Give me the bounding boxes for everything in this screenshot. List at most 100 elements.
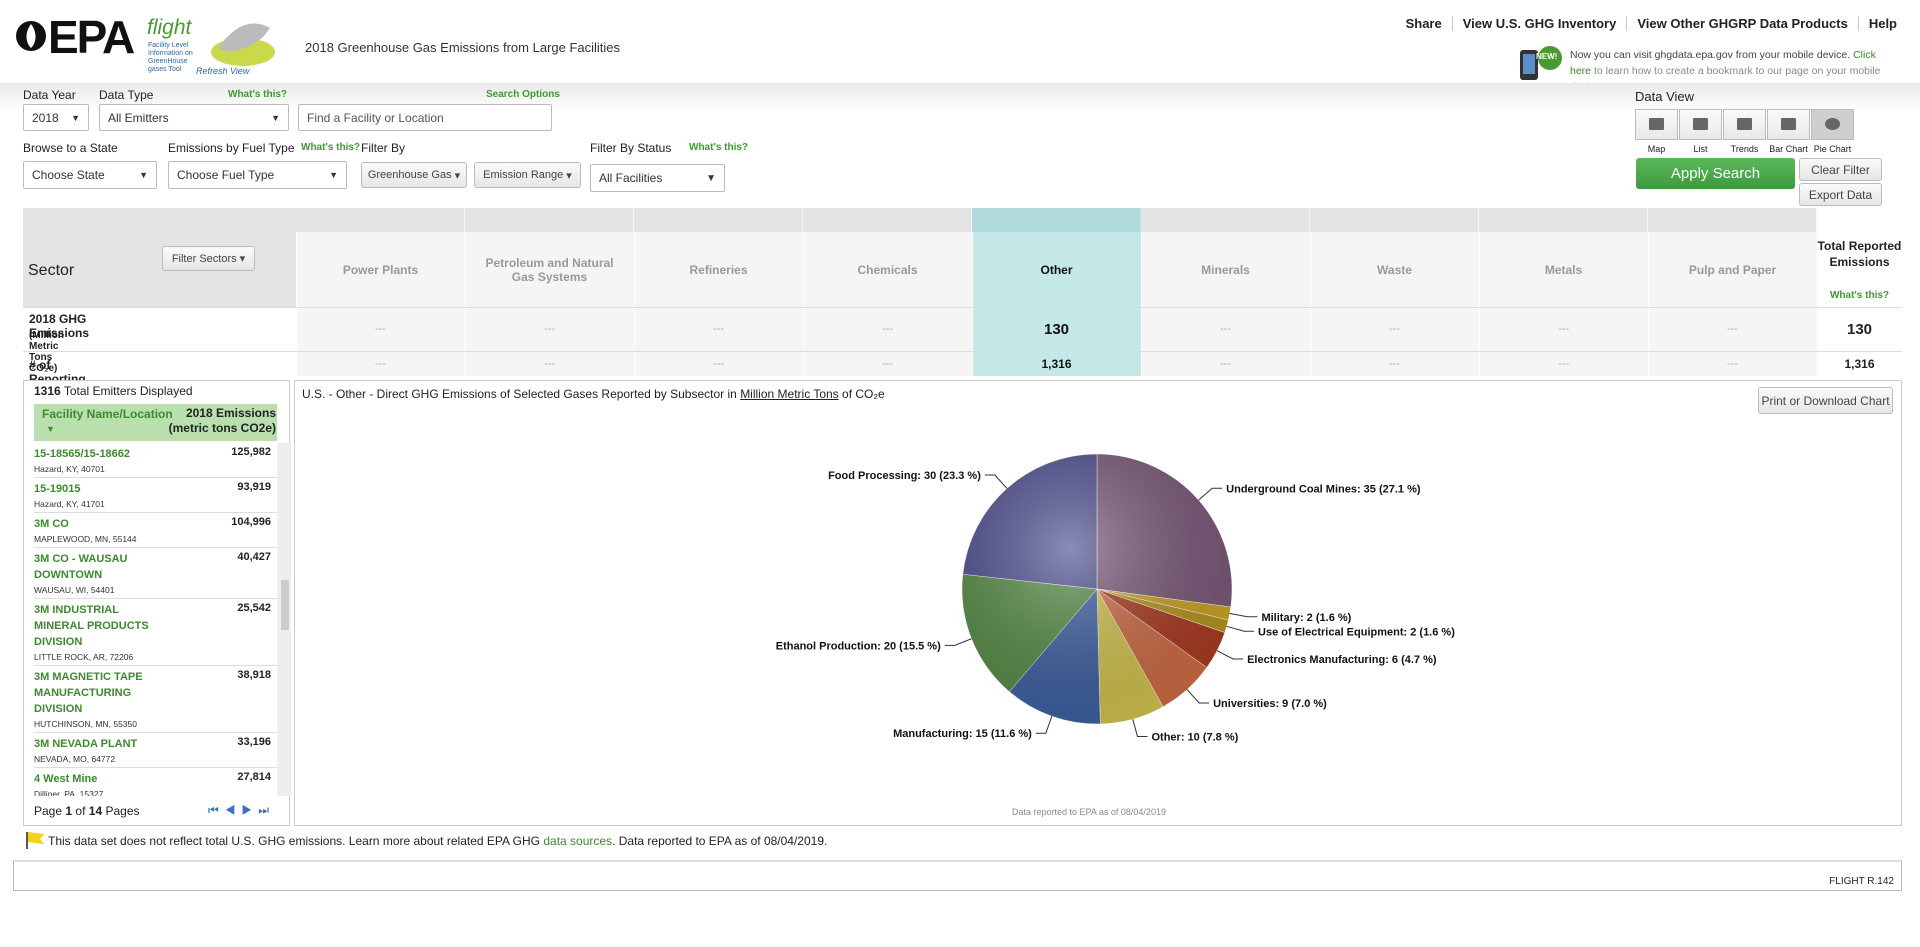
sector-name[interactable]: Metals [1544,262,1583,277]
slice-label: Military: 2 (1.6 %) [1261,612,1351,624]
export-button[interactable]: Export Data [1799,183,1882,206]
sector-name[interactable]: Petroleum and Natural Gas Systems [485,255,614,284]
header-unit: (metric tons CO2e) [168,421,276,435]
value: Choose Fuel Type [177,168,275,182]
facility-row[interactable]: 3M MAGNETIC TAPE MANUFACTURING DIVISION 3… [34,666,277,733]
facility-location: Hazard, KY, 40701 [34,464,105,474]
pager: Page 1 of 14 Pages [34,804,140,818]
top-link[interactable]: Help [1857,16,1907,31]
facility-row[interactable]: 4 West Mine 27,814 Dilliner, PA, 15327 [34,768,277,796]
sector-band [1310,208,1478,232]
facility-name[interactable]: 3M CO [34,518,69,530]
facility-name[interactable]: 3M NEVADA PLANT [34,738,138,750]
sector-name[interactable]: Power Plants [342,262,419,277]
footer-note: This data set does not reflect total U.S… [48,834,827,848]
flight-logo[interactable]: flight [147,16,192,39]
facility-panel [23,380,290,826]
sector-header-cell [23,208,296,307]
top-link[interactable]: Share [1405,16,1442,31]
gas-button[interactable]: Greenhouse Gas ▾ [361,162,467,188]
apply-button[interactable]: Apply Search [1636,158,1795,189]
sector-name[interactable]: Waste [1377,262,1412,277]
sector-column [465,208,634,376]
view-icon [1825,118,1840,130]
footer-link[interactable]: data sources [543,834,613,848]
label: Data Type [99,88,154,102]
facility-row[interactable]: 3M NEVADA PLANT 33,196 NEVADA, MO, 64772 [34,733,277,768]
name-header[interactable]: Facility Name/Location [42,407,173,421]
leader-line [1186,689,1210,704]
sector-name[interactable]: Minerals [1201,262,1250,277]
top-link[interactable]: View Other GHGRP Data Products [1626,16,1857,31]
facility-location: HUTCHINSON, MN, 55350 [34,719,137,729]
search-options[interactable]: Search Options [486,89,560,100]
range-button[interactable]: Emission Range ▾ [474,162,581,188]
total-column [1817,208,1902,376]
search-input[interactable]: Find a Facility or Location [298,104,552,131]
help-link[interactable]: What's this? [228,89,288,100]
sector-column [1310,208,1479,376]
mobile-link[interactable]: Click here [1570,49,1876,77]
clear-button[interactable]: Clear Filter [1799,158,1882,181]
status-select[interactable]: All Facilities ▼ [590,164,725,192]
facility-row[interactable]: 3M CO - WAUSAU DOWNTOWN 40,427 WAUSAU, WI,… [34,548,277,599]
sector-name[interactable]: Refineries [689,262,748,277]
emissions-header[interactable]: 2018 Emissions (metric tons CO2e) [169,406,276,436]
sector-name[interactable]: Chemicals [857,262,918,277]
fuel-select[interactable]: Choose Fuel Type ▼ [168,161,347,189]
sector-band [634,208,802,232]
top-link[interactable]: View U.S. GHG Inventory [1451,16,1627,31]
facility-name[interactable]: 15-19015 [34,483,81,495]
type-select[interactable]: All Emitters ▼ [99,104,289,131]
help-link[interactable]: What's this? [689,142,749,153]
label: Data Year [23,88,76,102]
pager-nav[interactable]: ⏮◀▶⏭ [208,803,276,817]
mobile-text: Now you can visit ghgdata.epa.gov from y… [1570,49,1851,61]
bird-logo [211,23,275,66]
pie-chart: Underground Coal Mines: 35 (27.1 %) Milit… [776,453,1455,744]
facility-row[interactable]: 15-19015 93,919 Hazard, KY, 41701 [34,478,277,513]
label: Filter By [361,141,406,155]
facility-emissions: 125,982 [231,446,271,458]
sector-name[interactable]: Other [1040,262,1073,277]
facility-name[interactable]: 4 West Mine [34,773,98,785]
state-select[interactable]: Choose State ▼ [23,161,157,189]
facility-row[interactable]: 3M CO 104,996 MAPLEWOOD, MN, 55144 [34,513,277,548]
facility-row[interactable]: 15-18565/15-18662 125,982 Hazard, KY, 4070… [34,443,277,478]
flight-tagline: Facility Level Information on GreenHouse… [148,42,193,73]
sector-band [972,208,1140,232]
pager-text: Page [34,804,63,818]
print-button[interactable]: Print or Download Chart [1758,387,1893,414]
sector-column [296,208,465,376]
help-link[interactable]: What's this? [1829,290,1890,301]
sector-value: --- [713,357,724,370]
row-line [23,307,1902,308]
facility-row[interactable]: 3M INDUSTRIAL MINERAL PRODUCTS DIVISION 2… [34,599,277,666]
value: All Facilities [599,171,663,185]
leader-line [1229,613,1258,618]
title-link[interactable]: Million Metric Tons [740,387,839,401]
refresh-view[interactable]: Refresh View [196,66,250,76]
facility-name[interactable]: 15-18565/15-18662 [34,448,131,460]
panel-splitter[interactable] [281,580,289,630]
facility-name[interactable]: 3M INDUSTRIAL MINERAL PRODUCTS DIVISION [34,604,149,648]
pager-text: of [75,804,86,818]
view-label: Pie Chart [1813,144,1852,154]
view-button[interactable] [1767,109,1810,140]
epa-logo[interactable]: EPA [48,11,135,63]
view-icon [1737,118,1752,130]
pager-total: 14 [88,804,103,818]
footer-text: This data set does not reflect total U.S… [48,834,541,848]
sector-name[interactable]: Pulp and Paper [1688,262,1777,277]
slice-label: Other: 10 (7.8 %) [1151,732,1238,744]
sort-arrow[interactable]: ▼ [46,424,55,434]
filter-sectors[interactable]: Filter Sectors ▾ [162,246,255,271]
help-link[interactable]: What's this? [301,142,361,153]
facility-name[interactable]: 3M MAGNETIC TAPE MANUFACTURING DIVISION [34,671,143,715]
year-select[interactable]: 2018 ▼ [23,104,89,131]
leader-line [944,638,972,646]
footer-text: . Data reported to EPA as of 08/04/2019. [612,834,828,848]
leader-line [984,474,1008,489]
sector-value: --- [375,357,386,370]
facility-name[interactable]: 3M CO - WAUSAU DOWNTOWN [34,553,128,581]
